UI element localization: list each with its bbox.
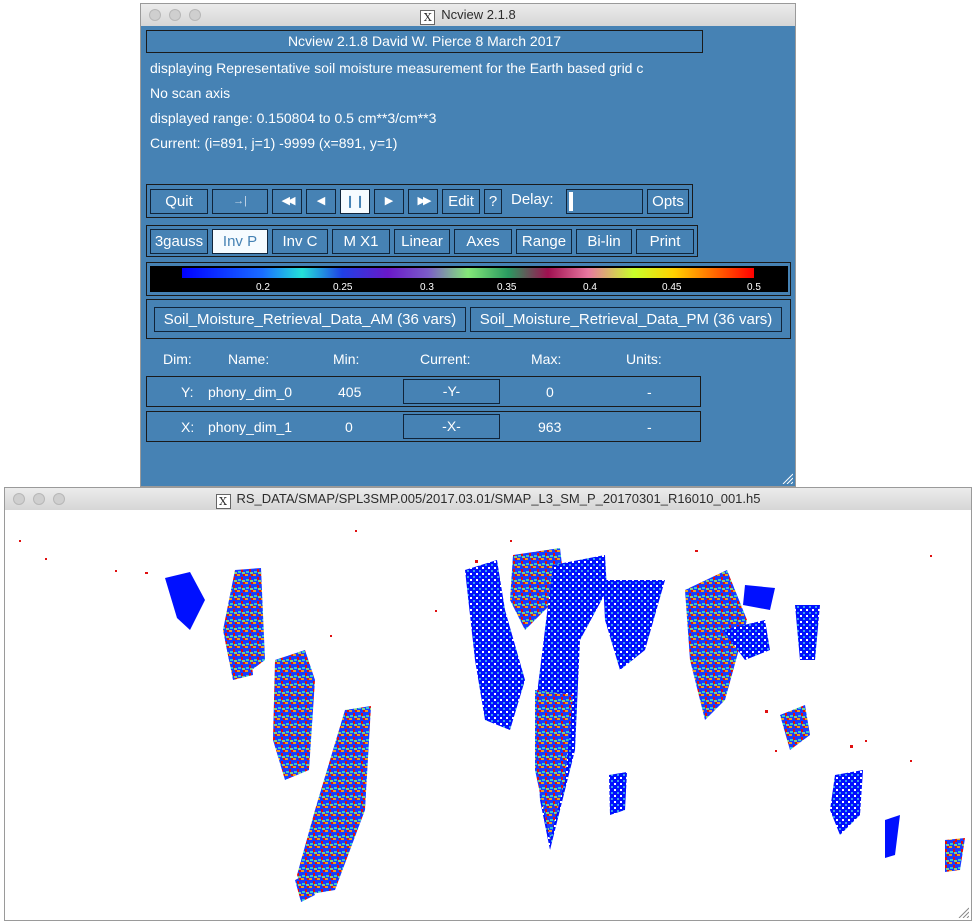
max-header: Max:	[531, 351, 562, 367]
option-range-button[interactable]: Range	[516, 229, 572, 254]
dim-label: Y:	[181, 384, 194, 400]
soil-moisture-map[interactable]	[5, 510, 971, 920]
ncview-window: X Ncview 2.1.8 Ncview 2.1.8 David W. Pier…	[140, 3, 796, 487]
table-row	[146, 411, 701, 442]
info-displayed-range: displayed range: 0.150804 to 0.5 cm**3/c…	[150, 110, 437, 126]
option-mx1-button[interactable]: M X1	[332, 229, 390, 254]
colorbar-tick: 0.4	[583, 282, 597, 292]
var-group-am-button[interactable]: Soil_Moisture_Retrieval_Data_AM (36 vars…	[154, 307, 466, 332]
dim-label: X:	[181, 419, 195, 435]
dim-max: 0	[546, 384, 554, 400]
var-group-pm-button[interactable]: Soil_Moisture_Retrieval_Data_PM (36 vars…	[470, 307, 782, 332]
map-titlebar[interactable]: X RS_DATA/SMAP/SPL3SMP.005/2017.03.01/SMA…	[5, 488, 971, 511]
minimize-window-button[interactable]	[169, 9, 181, 21]
colorbar-tick: 0.45	[662, 282, 682, 292]
table-row	[146, 376, 701, 407]
colorbar[interactable]: 0.2 0.25 0.3 0.35 0.4 0.45 0.5	[150, 266, 788, 292]
colorbar-tick: 0.3	[420, 282, 434, 292]
dim-name: phony_dim_1	[208, 419, 293, 435]
quit-button[interactable]: Quit	[150, 189, 208, 214]
colorbar-panel	[146, 262, 791, 296]
colorbar-tick: 0.35	[497, 282, 517, 292]
resize-grip-icon[interactable]	[781, 472, 793, 484]
rewind-button[interactable]: ◀◀	[272, 189, 302, 214]
delay-slider[interactable]	[566, 189, 643, 214]
delay-label: Delay:	[511, 191, 554, 208]
ncview-titlebar[interactable]: X Ncview 2.1.8	[141, 4, 795, 27]
colorbar-tick: 0.5	[747, 282, 761, 292]
fast-forward-button[interactable]: ▶▶	[408, 189, 438, 214]
colorbar-tick: 0.25	[333, 282, 353, 292]
edit-button[interactable]: Edit	[442, 189, 480, 214]
help-button[interactable]: ?	[484, 189, 502, 214]
option-print-button[interactable]: Print	[636, 229, 694, 254]
dim-min: 405	[338, 384, 362, 400]
zoom-window-button[interactable]	[53, 493, 65, 505]
info-current-value: Current: (i=891, j=1) -9999 (x=891, y=1)	[150, 135, 398, 151]
opts-button[interactable]: Opts	[647, 189, 689, 214]
zoom-window-button[interactable]	[189, 9, 201, 21]
dim-units: -	[647, 384, 652, 400]
ncview-body: Ncview 2.1.8 David W. Pierce 8 March 201…	[141, 26, 795, 486]
dim-name: phony_dim_0	[208, 384, 293, 400]
current-header: Current:	[420, 351, 471, 367]
option-inv-p-button[interactable]: Inv P	[212, 229, 268, 254]
close-window-button[interactable]	[13, 493, 25, 505]
x11-icon: X	[215, 494, 231, 509]
option-3gauss-button[interactable]: 3gauss	[150, 229, 208, 254]
units-header: Units:	[626, 351, 662, 367]
step-forward-button[interactable]: ▶	[374, 189, 404, 214]
close-window-button[interactable]	[149, 9, 161, 21]
colorbar-tick: 0.2	[256, 282, 270, 292]
step-back-button[interactable]: ◀	[306, 189, 336, 214]
map-window: X RS_DATA/SMAP/SPL3SMP.005/2017.03.01/SMA…	[4, 487, 972, 921]
info-variable-description: displaying Representative soil moisture …	[150, 60, 644, 76]
version-banner: Ncview 2.1.8 David W. Pierce 8 March 201…	[146, 30, 703, 53]
x11-icon: X	[420, 10, 436, 25]
colorbar-ticks: 0.2 0.25 0.3 0.35 0.4 0.45 0.5	[256, 282, 761, 292]
dim-current-y-button[interactable]: -Y-	[403, 379, 500, 404]
map-window-title: RS_DATA/SMAP/SPL3SMP.005/2017.03.01/SMAP…	[236, 491, 761, 506]
dim-units: -	[647, 419, 652, 435]
info-scan-axis: No scan axis	[150, 85, 231, 101]
dim-min: 0	[345, 419, 353, 435]
pause-button[interactable]: ❙❙	[340, 189, 370, 214]
option-bilin-button[interactable]: Bi-lin	[576, 229, 632, 254]
options-toolbar	[146, 225, 698, 257]
option-axes-button[interactable]: Axes	[454, 229, 512, 254]
dim-header: Dim:	[163, 351, 192, 367]
map-data-swaths	[165, 548, 965, 902]
map-canvas[interactable]	[5, 510, 971, 920]
control-toolbar	[146, 184, 693, 218]
option-inv-c-button[interactable]: Inv C	[272, 229, 328, 254]
variable-groups-panel	[146, 299, 791, 339]
min-header: Min:	[333, 351, 360, 367]
map-speckles	[19, 530, 957, 842]
option-linear-button[interactable]: Linear	[394, 229, 450, 254]
delay-slider-thumb[interactable]	[569, 192, 573, 211]
reverse-button[interactable]: →|	[212, 189, 268, 214]
dim-max: 963	[538, 419, 562, 435]
dim-current-x-button[interactable]: -X-	[403, 414, 500, 439]
name-header: Name:	[228, 351, 270, 367]
resize-grip-icon[interactable]	[957, 906, 969, 918]
minimize-window-button[interactable]	[33, 493, 45, 505]
window-title: Ncview 2.1.8	[441, 7, 516, 22]
